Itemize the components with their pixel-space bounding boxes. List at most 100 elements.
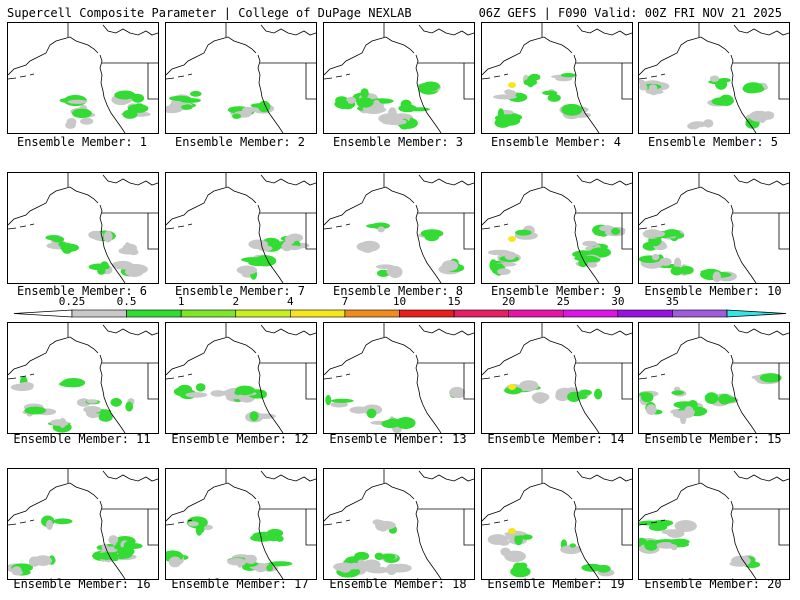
map-graphic — [639, 23, 789, 133]
ensemble-map-panel — [7, 22, 159, 134]
map-graphic — [482, 323, 632, 433]
map-graphic — [482, 173, 632, 283]
scp-shading — [45, 230, 148, 277]
ensemble-map-panel — [165, 172, 317, 284]
colorbar-over-arrow — [726, 309, 787, 318]
colorbar-segment — [180, 309, 237, 318]
ensemble-member-caption: Ensemble Member: 11 — [13, 432, 151, 446]
scp-shading — [325, 386, 465, 433]
colorbar-segment — [71, 309, 127, 318]
map-graphic — [482, 469, 632, 579]
ensemble-map-panel — [7, 172, 159, 284]
colorbar-tick-label: 20 — [502, 295, 516, 308]
ensemble-map-panel — [165, 322, 317, 434]
color-legend-bar — [13, 309, 787, 318]
ensemble-member-caption: Ensemble Member: 9 — [490, 284, 622, 298]
ensemble-map-panel — [7, 322, 159, 434]
scp-shading — [8, 515, 143, 576]
scp-shading — [166, 90, 275, 119]
colorbar-tick-label: 30 — [611, 295, 625, 308]
colorbar-segment — [235, 309, 291, 318]
scp-shading — [333, 519, 412, 578]
map-graphic — [324, 173, 474, 283]
colorbar-segment — [290, 309, 346, 318]
scp-shading — [59, 90, 151, 129]
ensemble-member-caption: Ensemble Member: 5 — [647, 135, 779, 149]
colorbar-tick-label: 7 — [341, 295, 349, 308]
colorbar-tick-label: 35 — [665, 295, 680, 308]
ensemble-map-panel — [481, 172, 633, 284]
ensemble-map-panel — [638, 22, 790, 134]
colorbar-segment — [562, 309, 619, 318]
ensemble-member-caption: Ensemble Member: 20 — [644, 577, 782, 591]
colorbar-tick-label: 15 — [447, 295, 461, 308]
ensemble-member-caption: Ensemble Member: 4 — [490, 135, 622, 149]
colorbar-segment — [126, 309, 182, 318]
ensemble-map-panel — [638, 468, 790, 580]
colorbar-segment — [453, 309, 509, 318]
map-graphic — [8, 173, 158, 283]
map-graphic — [166, 323, 316, 433]
ensemble-member-caption: Ensemble Member: 10 — [644, 284, 782, 298]
ensemble-member-caption: Ensemble Member: 16 — [13, 577, 151, 591]
ensemble-map-panel — [323, 468, 475, 580]
scp-shading — [493, 73, 592, 128]
ensemble-member-caption: Ensemble Member: 17 — [171, 577, 309, 591]
scp-shading — [639, 229, 737, 283]
map-graphic — [482, 23, 632, 133]
map-graphic — [639, 173, 789, 283]
ensemble-member-caption: Ensemble Member: 6 — [16, 284, 148, 298]
ensemble-member-caption: Ensemble Member: 14 — [487, 432, 625, 446]
ensemble-map-panel — [638, 322, 790, 434]
ensemble-map-panel — [323, 22, 475, 134]
map-graphic — [639, 323, 789, 433]
colorbar-tick-label: 25 — [556, 295, 570, 308]
scp-shading — [236, 233, 310, 280]
scp-shading — [334, 81, 441, 130]
ensemble-map-panel — [323, 172, 475, 284]
ensemble-member-caption: Ensemble Member: 7 — [174, 284, 306, 298]
ensemble-member-caption: Ensemble Member: 1 — [16, 135, 148, 149]
map-graphic — [166, 469, 316, 579]
scp-shading — [639, 519, 761, 568]
map-graphic — [166, 173, 316, 283]
scp-shading — [639, 373, 782, 425]
scp-shading — [504, 380, 603, 404]
ensemble-member-caption: Ensemble Member: 2 — [174, 135, 306, 149]
colorbar-segment — [617, 309, 673, 318]
colorbar-tick-label: 4 — [287, 295, 294, 308]
ensemble-member-caption: Ensemble Member: 13 — [329, 432, 467, 446]
map-graphic — [324, 469, 474, 579]
scp-shading — [639, 75, 775, 130]
colorbar-tick-label: 0.5 — [116, 295, 137, 308]
ensemble-map-panel — [481, 322, 633, 434]
map-graphic — [324, 23, 474, 133]
ensemble-member-caption: Ensemble Member: 19 — [487, 577, 625, 591]
ensemble-member-caption: Ensemble Member: 18 — [329, 577, 467, 591]
colorbar-under-arrow — [13, 309, 73, 318]
scp-shading — [10, 376, 135, 433]
color-legend: 0.25 0.5 1 2 4 7 10 15 20 25 30 35 — [0, 296, 800, 328]
ensemble-map-panel — [481, 468, 633, 580]
map-graphic — [8, 469, 158, 579]
ensemble-member-caption: Ensemble Member: 12 — [171, 432, 309, 446]
colorbar-segment — [399, 309, 455, 318]
ensemble-map-panel — [165, 22, 317, 134]
colorbar-tick-label: 10 — [392, 295, 407, 308]
ensemble-member-caption: Ensemble Member: 15 — [644, 432, 782, 446]
ensemble-map-panel — [638, 172, 790, 284]
ensemble-map-panel — [481, 22, 633, 134]
valid-time-label: 06Z GEFS | F090 Valid: 00Z FRI NOV 21 20… — [478, 6, 782, 20]
chart-title: Supercell Composite Parameter | College … — [7, 6, 412, 20]
map-graphic — [166, 23, 316, 133]
colorbar-tick-label: 0.25 — [58, 295, 86, 308]
map-graphic — [324, 323, 474, 433]
colorbar-segment — [508, 309, 564, 318]
ensemble-member-caption: Ensemble Member: 8 — [332, 284, 464, 298]
ensemble-map-panel — [165, 468, 317, 580]
map-graphic — [8, 323, 158, 433]
colorbar-tick-label: 1 — [177, 295, 185, 308]
scp-shading — [356, 222, 465, 278]
map-graphic — [8, 23, 158, 133]
scp-shading — [166, 516, 293, 573]
